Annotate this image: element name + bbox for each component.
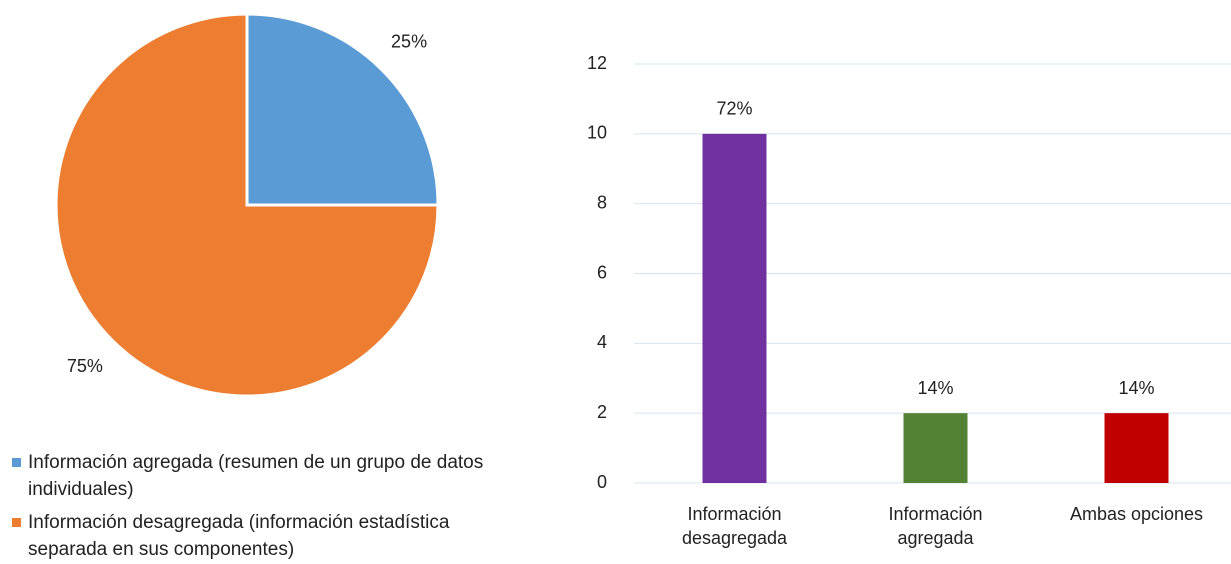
y-tick-label: 4 xyxy=(597,332,607,352)
pie-slice xyxy=(54,12,440,398)
legend-label: Información agregada (resumen de un grup… xyxy=(28,452,484,500)
data-label: 25% xyxy=(391,32,427,52)
x-tick-label: Información agregada xyxy=(888,504,983,548)
y-tick-label: 2 xyxy=(597,402,607,422)
x-tick-label: Ambas opciones xyxy=(1069,504,1204,524)
y-tick-label: 6 xyxy=(597,262,607,282)
data-label: 14% xyxy=(917,378,953,398)
bar xyxy=(702,133,767,484)
bar xyxy=(903,413,968,483)
x-tick-label: Información desagregada xyxy=(681,504,788,548)
legend-swatch xyxy=(12,518,21,527)
pie-slice xyxy=(245,12,440,207)
legend-swatch xyxy=(12,458,21,467)
data-label: 72% xyxy=(716,99,752,119)
y-tick-label: 12 xyxy=(587,53,607,73)
y-tick-label: 8 xyxy=(597,192,607,212)
y-tick-label: 0 xyxy=(597,472,607,492)
bar xyxy=(1104,413,1169,483)
y-tick-label: 10 xyxy=(587,123,607,143)
data-label: 14% xyxy=(1118,378,1154,398)
data-label: 75% xyxy=(67,356,103,376)
legend-label: Información desagregada (información est… xyxy=(28,512,450,560)
